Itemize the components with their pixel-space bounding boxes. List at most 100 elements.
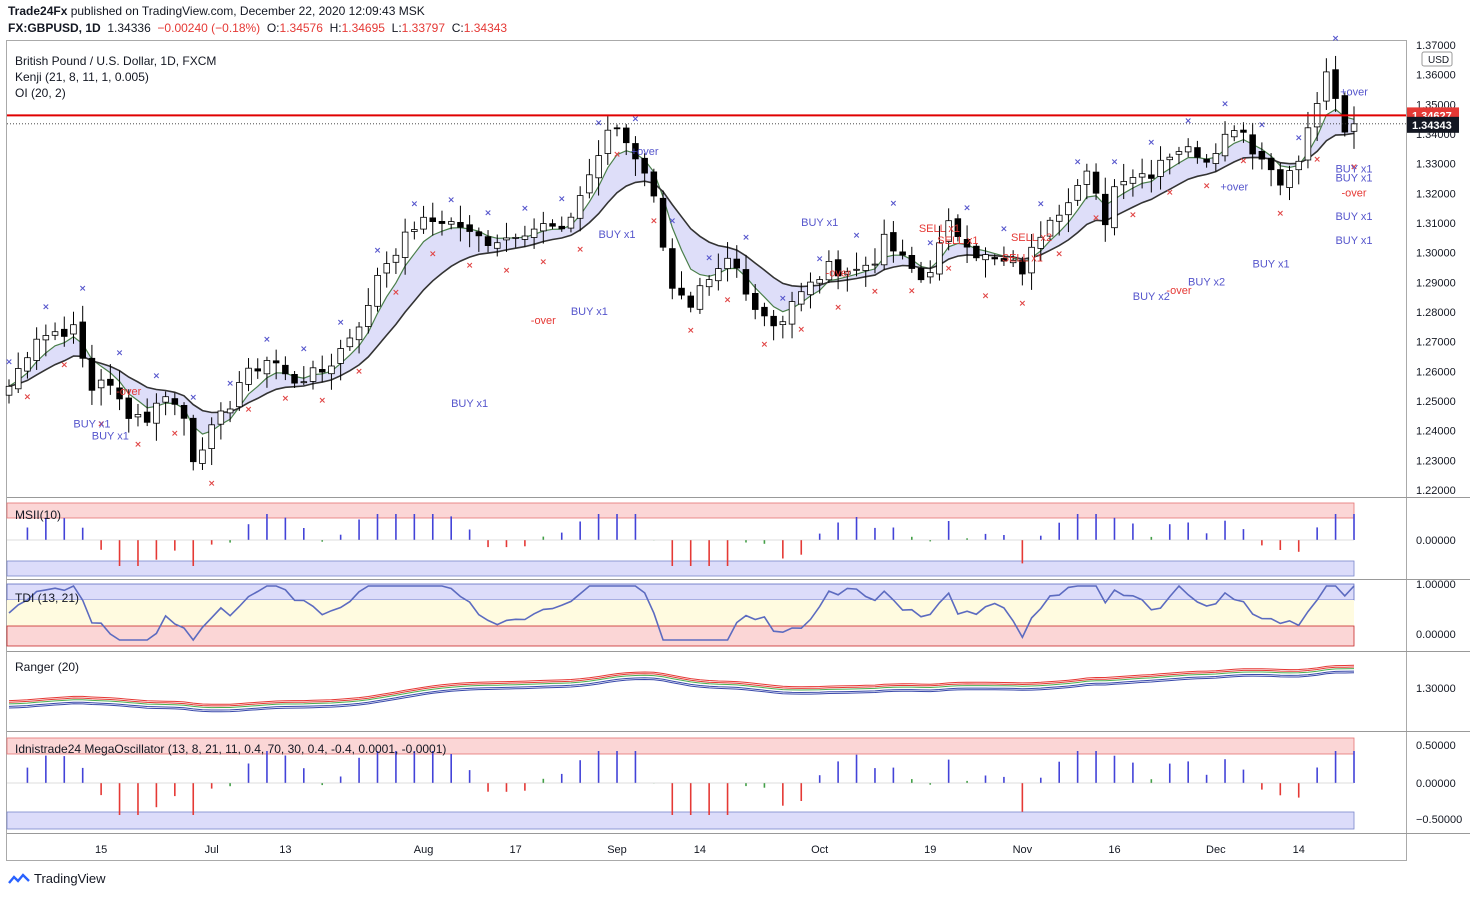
candle-body <box>245 367 252 385</box>
signal-marker: × <box>282 394 290 404</box>
time-tick: Jul <box>205 844 219 856</box>
candle-body <box>1102 193 1109 226</box>
signal-label: +over <box>1220 181 1248 193</box>
candle-body <box>392 254 400 263</box>
candle-body <box>890 232 897 252</box>
signal-label: -over <box>826 267 851 279</box>
candle-body <box>143 411 151 423</box>
candle-body <box>438 220 446 224</box>
signal-marker: × <box>595 118 603 128</box>
candle-body <box>263 360 271 375</box>
signal-marker: × <box>779 294 787 304</box>
price-tick: 1.25000 <box>1416 396 1456 408</box>
candle-body <box>1304 127 1312 161</box>
signal-marker: × <box>245 405 253 415</box>
candle-body <box>779 321 787 326</box>
candle-body <box>696 285 704 310</box>
signal-marker: × <box>153 371 161 381</box>
author-name[interactable]: Trade24Fx <box>8 4 68 18</box>
signal-marker: × <box>1148 138 1156 148</box>
candle-body <box>475 231 483 237</box>
candle-body <box>1120 181 1128 186</box>
candle-body <box>567 216 575 229</box>
signal-label: BUY x1 <box>598 229 635 241</box>
publish-info: Trade24Fx published on TradingView.com, … <box>8 4 425 18</box>
candle-body <box>1083 170 1091 185</box>
price-tick: 1.31000 <box>1416 218 1456 230</box>
signal-marker: × <box>1258 121 1266 131</box>
candle-body <box>337 348 344 364</box>
candle-body <box>899 251 906 256</box>
ranger-line <box>8 668 1355 709</box>
signal-marker: × <box>816 254 824 264</box>
candle-body <box>282 364 289 375</box>
time-tick: Dec <box>1206 844 1226 856</box>
signal-marker: × <box>926 239 934 249</box>
candle-body <box>300 381 308 384</box>
signal-marker: × <box>318 396 326 406</box>
candle-body <box>217 410 225 425</box>
candle-body <box>834 259 842 277</box>
signal-marker: × <box>1092 214 1100 224</box>
footer: TradingView <box>8 871 106 886</box>
signal-marker: × <box>871 287 879 297</box>
axes-layer: 1.370001.360001.350001.340001.330001.320… <box>95 40 1462 856</box>
signal-label: +over <box>631 146 659 158</box>
signal-label: BUY x1 <box>1335 211 1372 223</box>
candle-body <box>825 260 833 281</box>
signal-marker: × <box>853 231 861 241</box>
candle-body <box>576 195 584 219</box>
candle-body <box>33 338 40 361</box>
signal-marker: × <box>1277 209 1285 219</box>
signal-marker: × <box>1350 163 1358 173</box>
msii-lower-band <box>6 560 1355 577</box>
signal-marker: × <box>61 361 69 371</box>
candle-body <box>927 272 934 278</box>
signal-marker: × <box>466 261 474 271</box>
candle-body <box>42 335 50 341</box>
candle-body <box>208 424 215 449</box>
signal-marker: × <box>5 358 13 368</box>
ranger-line <box>8 672 1355 713</box>
candle-body <box>493 242 501 249</box>
candle-body <box>116 387 123 400</box>
candle-body <box>1258 150 1266 160</box>
signal-marker: × <box>521 204 529 214</box>
signal-marker: × <box>890 199 898 209</box>
time-tick: 14 <box>1293 844 1305 856</box>
candle-body <box>457 221 464 228</box>
candle-body <box>586 174 593 194</box>
candle-body <box>770 315 777 327</box>
legend-kenji: Kenji (21, 8, 11, 1, 0.005) <box>15 70 149 84</box>
candle-body <box>742 269 750 295</box>
candle-body <box>346 337 354 348</box>
candle-body <box>79 321 87 359</box>
candle-body <box>936 242 943 275</box>
candle-body <box>1194 147 1201 158</box>
candle-body <box>1138 173 1146 178</box>
signal-label: -over <box>1166 285 1191 297</box>
last-price-box <box>1407 116 1459 133</box>
signal-marker: × <box>834 303 842 313</box>
kenji-cloud <box>9 109 1354 435</box>
last-price-label: 1.34343 <box>1412 120 1452 132</box>
candle-body <box>1092 171 1100 194</box>
candle-body <box>733 258 741 269</box>
candle-body <box>1175 151 1183 155</box>
footer-brand[interactable]: TradingView <box>34 871 106 886</box>
candle-body <box>1267 157 1275 171</box>
signal-marker: × <box>797 325 805 335</box>
candle-body <box>328 365 335 375</box>
currency-label: USD <box>1428 55 1449 66</box>
signal-marker: × <box>963 204 971 214</box>
price-tick: 1.33000 <box>1416 159 1456 171</box>
last-price: 1.34336 <box>107 21 151 35</box>
signal-marker: × <box>79 284 87 294</box>
candle-body <box>5 385 13 396</box>
candle-body <box>687 295 695 308</box>
candle-body <box>429 217 436 222</box>
candle-body <box>512 236 519 239</box>
signal-marker: × <box>1166 188 1174 198</box>
legend-oi: OI (20, 2) <box>15 86 66 100</box>
